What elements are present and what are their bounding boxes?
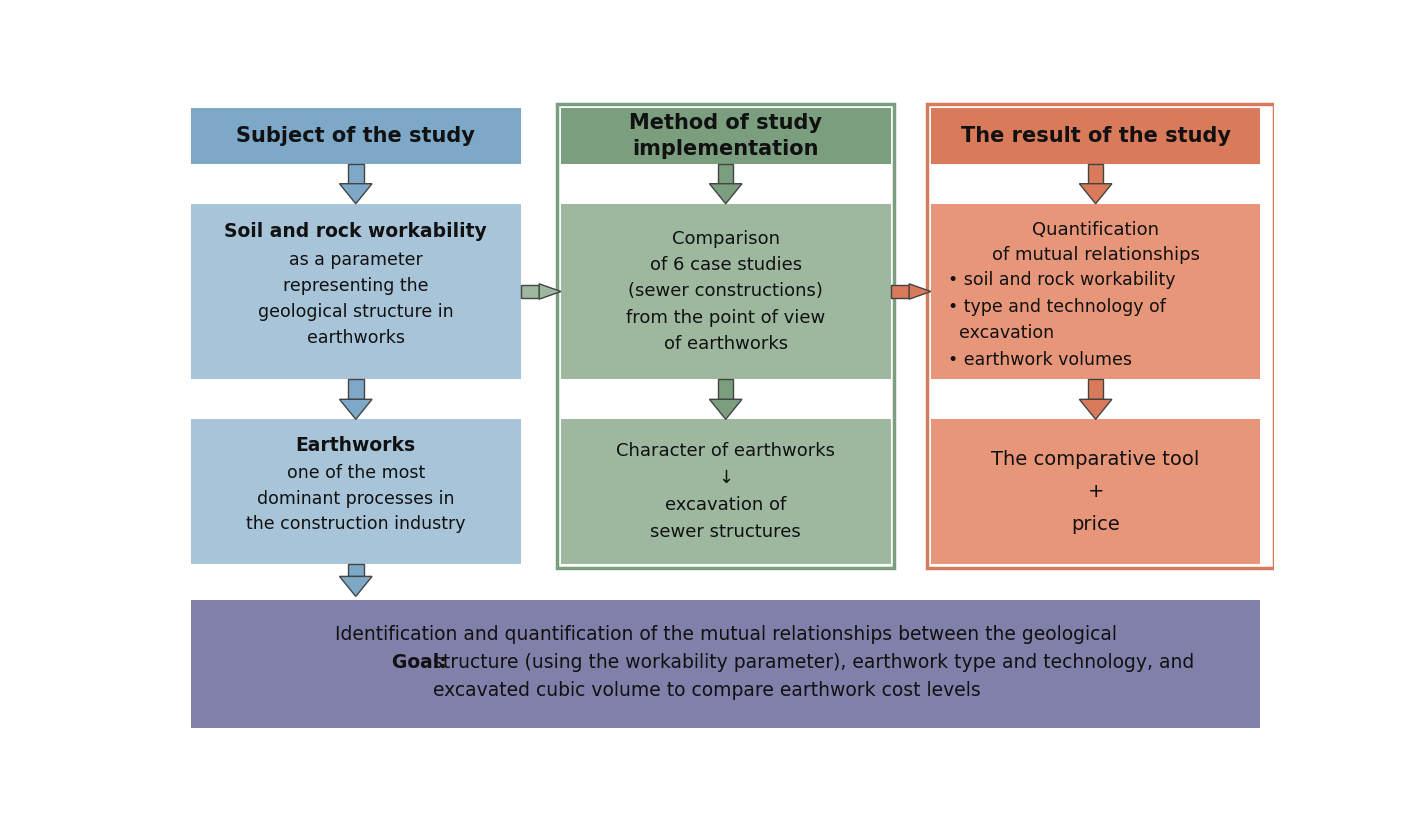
Polygon shape	[348, 163, 364, 184]
Text: Quantification
of mutual relationships: Quantification of mutual relationships	[991, 220, 1199, 264]
Polygon shape	[1087, 163, 1103, 184]
Polygon shape	[340, 184, 372, 204]
Polygon shape	[909, 284, 930, 299]
FancyBboxPatch shape	[561, 108, 891, 163]
Text: The comparative tool
+
price: The comparative tool + price	[991, 450, 1199, 534]
Text: Character of earthworks
↓
excavation of
sewer structures: Character of earthworks ↓ excavation of …	[616, 442, 835, 541]
FancyBboxPatch shape	[191, 600, 1260, 728]
FancyBboxPatch shape	[561, 204, 891, 380]
Text: Method of study
implementation: Method of study implementation	[629, 113, 823, 158]
Polygon shape	[709, 399, 742, 419]
Text: one of the most
dominant processes in
the construction industry: one of the most dominant processes in th…	[246, 464, 466, 534]
Text: Identification and quantification of the mutual relationships between the geolog: Identification and quantification of the…	[334, 625, 1117, 644]
Text: Subject of the study: Subject of the study	[236, 126, 476, 146]
FancyBboxPatch shape	[191, 419, 521, 564]
Polygon shape	[709, 184, 742, 204]
FancyBboxPatch shape	[556, 105, 895, 568]
Polygon shape	[348, 564, 364, 577]
Polygon shape	[521, 285, 539, 299]
Text: as a parameter
representing the
geological structure in
earthworks: as a parameter representing the geologic…	[258, 252, 453, 346]
Text: excavated cubic volume to compare earthwork cost levels: excavated cubic volume to compare earthw…	[433, 681, 980, 700]
Polygon shape	[340, 577, 372, 596]
FancyBboxPatch shape	[930, 108, 1260, 163]
Polygon shape	[718, 163, 733, 184]
Polygon shape	[539, 284, 561, 299]
Polygon shape	[340, 399, 372, 419]
FancyBboxPatch shape	[191, 204, 521, 380]
Polygon shape	[348, 380, 364, 399]
Text: • soil and rock workability
• type and technology of
  excavation
• earthwork vo: • soil and rock workability • type and t…	[947, 271, 1175, 369]
Text: Comparison
of 6 case studies
(sewer constructions)
from the point of view
of ear: Comparison of 6 case studies (sewer cons…	[626, 229, 826, 353]
FancyBboxPatch shape	[561, 419, 891, 564]
Text: Goal:: Goal:	[392, 653, 453, 672]
Text: structure (using the workability parameter), earthwork type and technology, and: structure (using the workability paramet…	[433, 653, 1194, 672]
FancyBboxPatch shape	[927, 105, 1274, 568]
Polygon shape	[1079, 184, 1112, 204]
FancyBboxPatch shape	[191, 108, 521, 163]
Polygon shape	[1087, 380, 1103, 399]
Polygon shape	[891, 285, 909, 299]
Text: Soil and rock workability: Soil and rock workability	[224, 222, 487, 241]
FancyBboxPatch shape	[930, 419, 1260, 564]
FancyBboxPatch shape	[930, 204, 1260, 380]
Text: Earthworks: Earthworks	[296, 436, 416, 455]
Text: The result of the study: The result of the study	[960, 126, 1231, 146]
Polygon shape	[718, 380, 733, 399]
Polygon shape	[1079, 399, 1112, 419]
